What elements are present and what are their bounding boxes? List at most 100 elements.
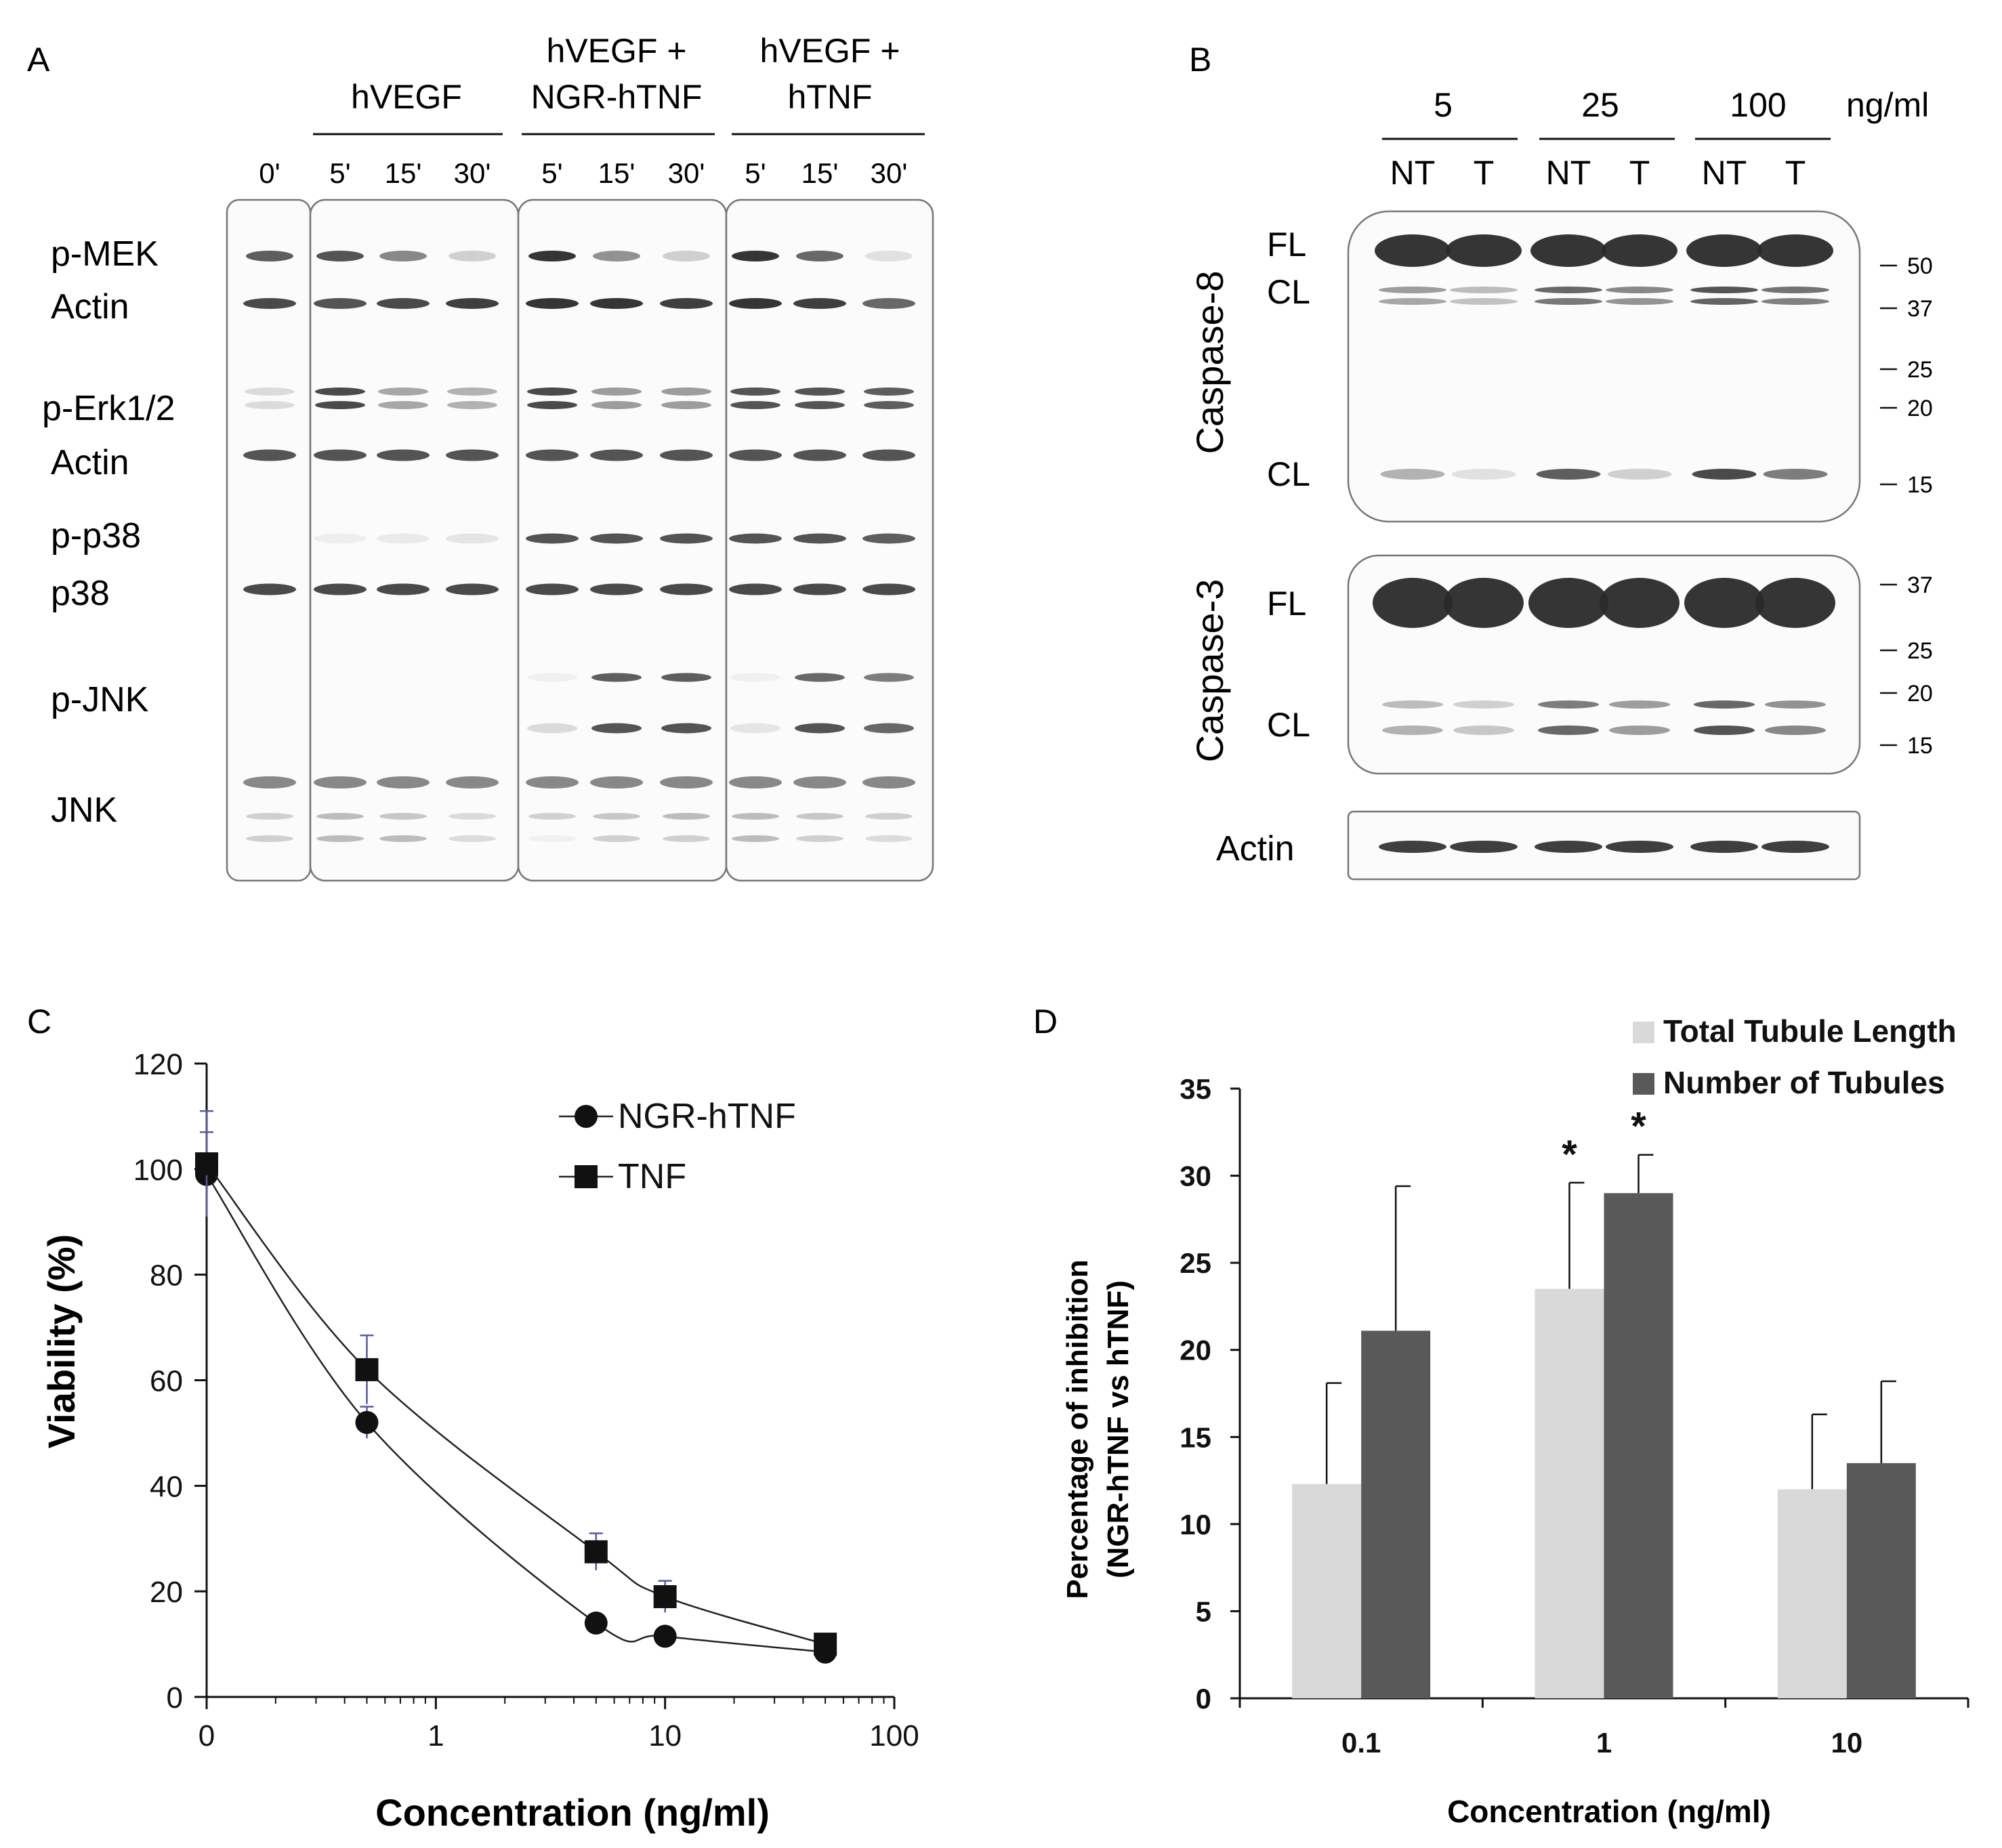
chart-d-ytick-label: 30 xyxy=(1180,1160,1211,1192)
caspase8-cl-label-2: CL xyxy=(1267,455,1310,493)
chart-c-point-ngr-htnf xyxy=(355,1410,379,1434)
band-caspase3-cl-lower xyxy=(1538,726,1599,735)
band-caspase3-cl-lower xyxy=(1453,726,1514,735)
caspase8-cl-label-1: CL xyxy=(1267,273,1310,311)
band-p-p38 xyxy=(729,533,782,544)
row-label-actin-1: Actin xyxy=(51,287,129,327)
actin-blot-frame xyxy=(1347,810,1861,881)
band-jnk-lower xyxy=(663,813,710,820)
chart-d-xtick-label: 1 xyxy=(1596,1727,1612,1759)
band-jnk-lower-2 xyxy=(528,835,576,842)
row-label-p-jnk: p-JNK xyxy=(51,680,149,719)
band-jnk-lower-2 xyxy=(246,835,293,842)
band-p38 xyxy=(590,583,643,595)
band-p-erk-lower xyxy=(527,401,577,409)
band-caspase3-fl xyxy=(1373,578,1453,628)
chart-c-ytick-label: 100 xyxy=(133,1154,183,1187)
band-actin-2 xyxy=(446,449,499,461)
band-caspase8-cl-upper xyxy=(1379,287,1446,293)
band-caspase8-cl-upper xyxy=(1450,287,1518,293)
band-caspase8-fl xyxy=(1757,234,1833,267)
band-p-erk-upper xyxy=(447,387,497,396)
band-caspase8-cl-lower xyxy=(1761,298,1829,305)
band-caspase3-cl-lower xyxy=(1765,726,1826,735)
band-caspase8-cl-small xyxy=(1607,469,1672,480)
chart-d-bar-number xyxy=(1846,1463,1916,1698)
band-caspase3-cl-upper xyxy=(1382,700,1443,709)
time-label-g1-15: 15' xyxy=(385,157,422,189)
row-label-actin-2: Actin xyxy=(51,443,129,482)
panel-a-label: A xyxy=(27,41,50,79)
band-p-erk-upper xyxy=(245,387,295,396)
band-actin-2 xyxy=(793,449,846,461)
band-actin-2 xyxy=(526,449,579,461)
band-p-erk-lower xyxy=(378,401,428,409)
row-label-jnk: JNK xyxy=(51,791,118,830)
band-caspase8-fl xyxy=(1530,234,1606,267)
band-actin-2 xyxy=(314,449,367,461)
band-p-erk-upper xyxy=(315,387,365,396)
row-label-p-p38: p-p38 xyxy=(51,516,141,555)
band-p-p38 xyxy=(660,533,713,544)
band-caspase3-cl-upper xyxy=(1609,700,1670,709)
band-p-mek xyxy=(865,251,913,261)
band-p-erk-lower xyxy=(864,401,914,409)
panel-a: A hVEGF hVEGF + NGR-hTNF hVEGF + hTNF 0'… xyxy=(27,32,934,882)
chart-c-point-tnf xyxy=(584,1540,608,1563)
band-p-jnk-upper xyxy=(795,673,845,682)
chart-c-point-ngr-htnf xyxy=(653,1624,677,1648)
band-p-p38 xyxy=(314,533,367,544)
band-p-jnk-upper xyxy=(730,673,780,682)
mw-label-37: 37 xyxy=(1907,296,1933,322)
band-caspase8-cl-small xyxy=(1692,469,1757,480)
band-caspase8-cl-upper xyxy=(1606,287,1673,293)
band-p-erk-lower xyxy=(315,401,365,409)
band-actin-b xyxy=(1535,841,1602,853)
band-jnk-lower-2 xyxy=(732,835,779,842)
band-caspase3-cl-upper xyxy=(1453,700,1514,709)
band-jnk xyxy=(660,776,713,789)
band-caspase8-cl-upper xyxy=(1761,287,1829,293)
chart-d-bar-length xyxy=(1535,1288,1604,1698)
caspase8-fl-label: FL xyxy=(1267,226,1306,264)
mw-label-25: 25 xyxy=(1907,357,1933,383)
band-actin-2 xyxy=(862,449,915,461)
band-p-erk-upper xyxy=(795,387,845,396)
band-p-jnk-lower xyxy=(795,723,845,734)
lane-label-t-100: T xyxy=(1785,154,1806,192)
band-p-erk-upper xyxy=(661,387,711,396)
band-actin-b xyxy=(1450,841,1518,853)
band-caspase8-cl-lower xyxy=(1606,298,1673,305)
mw-label-37: 37 xyxy=(1907,572,1933,598)
band-p-jnk-lower xyxy=(864,723,914,734)
band-caspase8-cl-lower xyxy=(1379,298,1446,305)
chart-d-ytick-label: 15 xyxy=(1180,1421,1211,1453)
panel-d: D Percentage of inhibition (NGR-hTNF vs … xyxy=(1033,1003,1969,1829)
band-p-jnk-lower xyxy=(591,723,642,734)
band-actin-1 xyxy=(446,298,499,309)
chart-d-bar-number xyxy=(1604,1193,1673,1698)
band-p-p38 xyxy=(526,533,579,544)
band-p-mek xyxy=(732,251,779,261)
chart-d-ylabel-line2: (NGR-hTNF vs hTNF) xyxy=(1102,1280,1135,1578)
chart-c-xtick-label: 100 xyxy=(869,1719,919,1752)
band-jnk xyxy=(590,776,643,789)
band-jnk-lower xyxy=(732,813,779,820)
band-jnk xyxy=(243,776,296,789)
band-jnk-lower xyxy=(796,813,843,820)
band-p-mek xyxy=(379,251,427,261)
band-actin-1 xyxy=(729,298,782,309)
band-p-erk-lower xyxy=(730,401,780,409)
chart-d-ytick-label: 5 xyxy=(1196,1595,1211,1627)
chart-c-point-tnf xyxy=(653,1584,677,1608)
band-actin-b xyxy=(1379,841,1446,853)
chart-d-legend-label-length: Total Tubule Length xyxy=(1663,1013,1957,1049)
band-actin-2 xyxy=(729,449,782,461)
lane-label-t-25: T xyxy=(1629,154,1650,192)
band-caspase3-fl xyxy=(1755,578,1835,628)
time-label-g3-5: 5' xyxy=(745,157,766,189)
chart-d-bar-length xyxy=(1777,1489,1847,1698)
band-p-mek xyxy=(528,251,576,261)
mw-label-15: 15 xyxy=(1907,733,1933,759)
